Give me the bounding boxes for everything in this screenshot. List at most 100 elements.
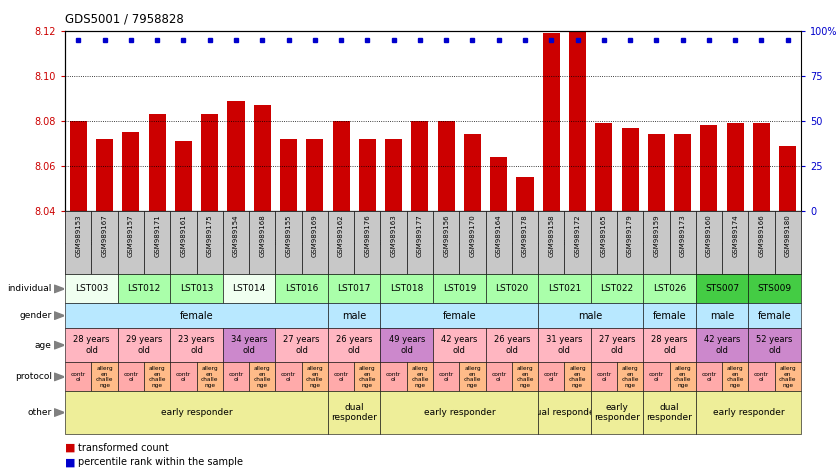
Text: GSM989180: GSM989180 [785, 214, 791, 257]
Bar [175, 141, 192, 211]
Bar [359, 139, 376, 211]
Text: protocol: protocol [15, 373, 52, 382]
Text: 42 years
old: 42 years old [704, 336, 740, 355]
Text: GSM989157: GSM989157 [128, 214, 134, 257]
Bar [621, 128, 639, 211]
Text: allerg
en
challe
nge: allerg en challe nge [411, 366, 429, 388]
Text: contr
ol: contr ol [386, 372, 401, 383]
Text: GSM989174: GSM989174 [732, 214, 738, 257]
Text: GSM989161: GSM989161 [181, 214, 186, 257]
Text: GSM989155: GSM989155 [286, 214, 292, 256]
Text: GSM989172: GSM989172 [556, 240, 599, 246]
Text: allerg
en
challe
nge: allerg en challe nge [359, 366, 376, 388]
Bar [96, 139, 113, 211]
Text: LST003: LST003 [74, 284, 108, 293]
Text: LST016: LST016 [285, 284, 319, 293]
Text: GSM989173: GSM989173 [680, 214, 686, 257]
Text: male: male [579, 310, 603, 320]
Text: contr
ol: contr ol [596, 372, 611, 383]
Text: GSM989168: GSM989168 [259, 214, 265, 257]
Text: LST021: LST021 [548, 284, 581, 293]
Text: male: male [342, 310, 366, 320]
Text: LST013: LST013 [180, 284, 213, 293]
Text: individual: individual [8, 284, 52, 293]
Bar [648, 134, 665, 211]
Text: GSM989171: GSM989171 [135, 240, 179, 246]
Text: GSM989175: GSM989175 [188, 240, 231, 246]
Text: 28 years
old: 28 years old [74, 336, 110, 355]
Text: allerg
en
challe
nge: allerg en challe nge [464, 366, 482, 388]
Text: GSM989156: GSM989156 [425, 240, 467, 246]
Text: percentile rank within the sample: percentile rank within the sample [78, 457, 242, 467]
Text: contr
ol: contr ol [228, 372, 243, 383]
Text: contr
ol: contr ol [71, 372, 86, 383]
Text: GSM989165: GSM989165 [583, 240, 625, 246]
Text: 52 years
old: 52 years old [757, 336, 793, 355]
Text: contr
ol: contr ol [701, 372, 716, 383]
Text: GSM989153: GSM989153 [57, 240, 99, 246]
Bar [385, 139, 402, 211]
Bar [595, 123, 612, 211]
Text: GSM989154: GSM989154 [233, 214, 239, 256]
Bar [253, 105, 271, 211]
Text: GSM989169: GSM989169 [312, 214, 318, 257]
Text: 42 years
old: 42 years old [441, 336, 477, 355]
Text: 28 years
old: 28 years old [651, 336, 688, 355]
Text: 49 years
old: 49 years old [389, 336, 425, 355]
Text: 31 years
old: 31 years old [546, 336, 583, 355]
Text: GSM989160: GSM989160 [687, 240, 731, 246]
Text: allerg
en
challe
nge: allerg en challe nge [674, 366, 691, 388]
Text: GSM989178: GSM989178 [522, 214, 528, 257]
Text: other: other [28, 408, 52, 417]
Polygon shape [54, 373, 64, 381]
Text: gender: gender [19, 311, 52, 320]
Polygon shape [54, 285, 64, 292]
Bar [201, 114, 218, 211]
Bar [70, 121, 87, 211]
Polygon shape [54, 312, 64, 319]
Text: contr
ol: contr ol [281, 372, 296, 383]
Bar [490, 157, 507, 211]
Text: GSM989164: GSM989164 [477, 240, 520, 246]
Bar [280, 139, 297, 211]
Text: GSM989162: GSM989162 [338, 214, 344, 257]
Text: GSM989154: GSM989154 [215, 240, 257, 246]
Text: allerg
en
challe
nge: allerg en challe nge [306, 366, 324, 388]
Text: GSM989170: GSM989170 [451, 240, 494, 246]
Text: 26 years
old: 26 years old [493, 336, 530, 355]
Text: allerg
en
challe
nge: allerg en challe nge [253, 366, 271, 388]
Text: allerg
en
challe
nge: allerg en challe nge [149, 366, 166, 388]
Text: 29 years
old: 29 years old [126, 336, 162, 355]
Text: GSM989156: GSM989156 [443, 214, 449, 257]
Text: 27 years
old: 27 years old [599, 336, 635, 355]
Text: GSM989155: GSM989155 [268, 240, 310, 246]
Text: female: female [757, 310, 792, 320]
Text: dual responder: dual responder [530, 408, 599, 417]
Text: GSM989160: GSM989160 [706, 214, 712, 257]
Bar [779, 146, 796, 211]
Text: LST017: LST017 [338, 284, 371, 293]
Text: GSM989158: GSM989158 [548, 214, 554, 257]
Text: GSM989178: GSM989178 [503, 240, 547, 246]
Text: GDS5001 / 7958828: GDS5001 / 7958828 [65, 12, 184, 25]
Text: GSM989176: GSM989176 [364, 214, 370, 257]
Bar [701, 125, 717, 211]
Text: contr
ol: contr ol [754, 372, 769, 383]
Bar [569, 31, 586, 211]
Text: GSM989177: GSM989177 [417, 214, 423, 257]
Text: LST012: LST012 [127, 284, 161, 293]
Bar [753, 123, 770, 211]
Text: early responder: early responder [424, 408, 495, 417]
Text: transformed count: transformed count [78, 443, 169, 453]
Text: contr
ol: contr ol [649, 372, 664, 383]
Text: LST018: LST018 [390, 284, 424, 293]
Bar [306, 139, 324, 211]
Text: contr
ol: contr ol [439, 372, 454, 383]
Bar [227, 100, 244, 211]
Text: female: female [653, 310, 686, 320]
Text: 26 years
old: 26 years old [336, 336, 373, 355]
Text: GSM989167: GSM989167 [84, 240, 126, 246]
Text: allerg
en
challe
nge: allerg en challe nge [517, 366, 533, 388]
Bar [411, 121, 428, 211]
Text: GSM989164: GSM989164 [496, 214, 502, 257]
